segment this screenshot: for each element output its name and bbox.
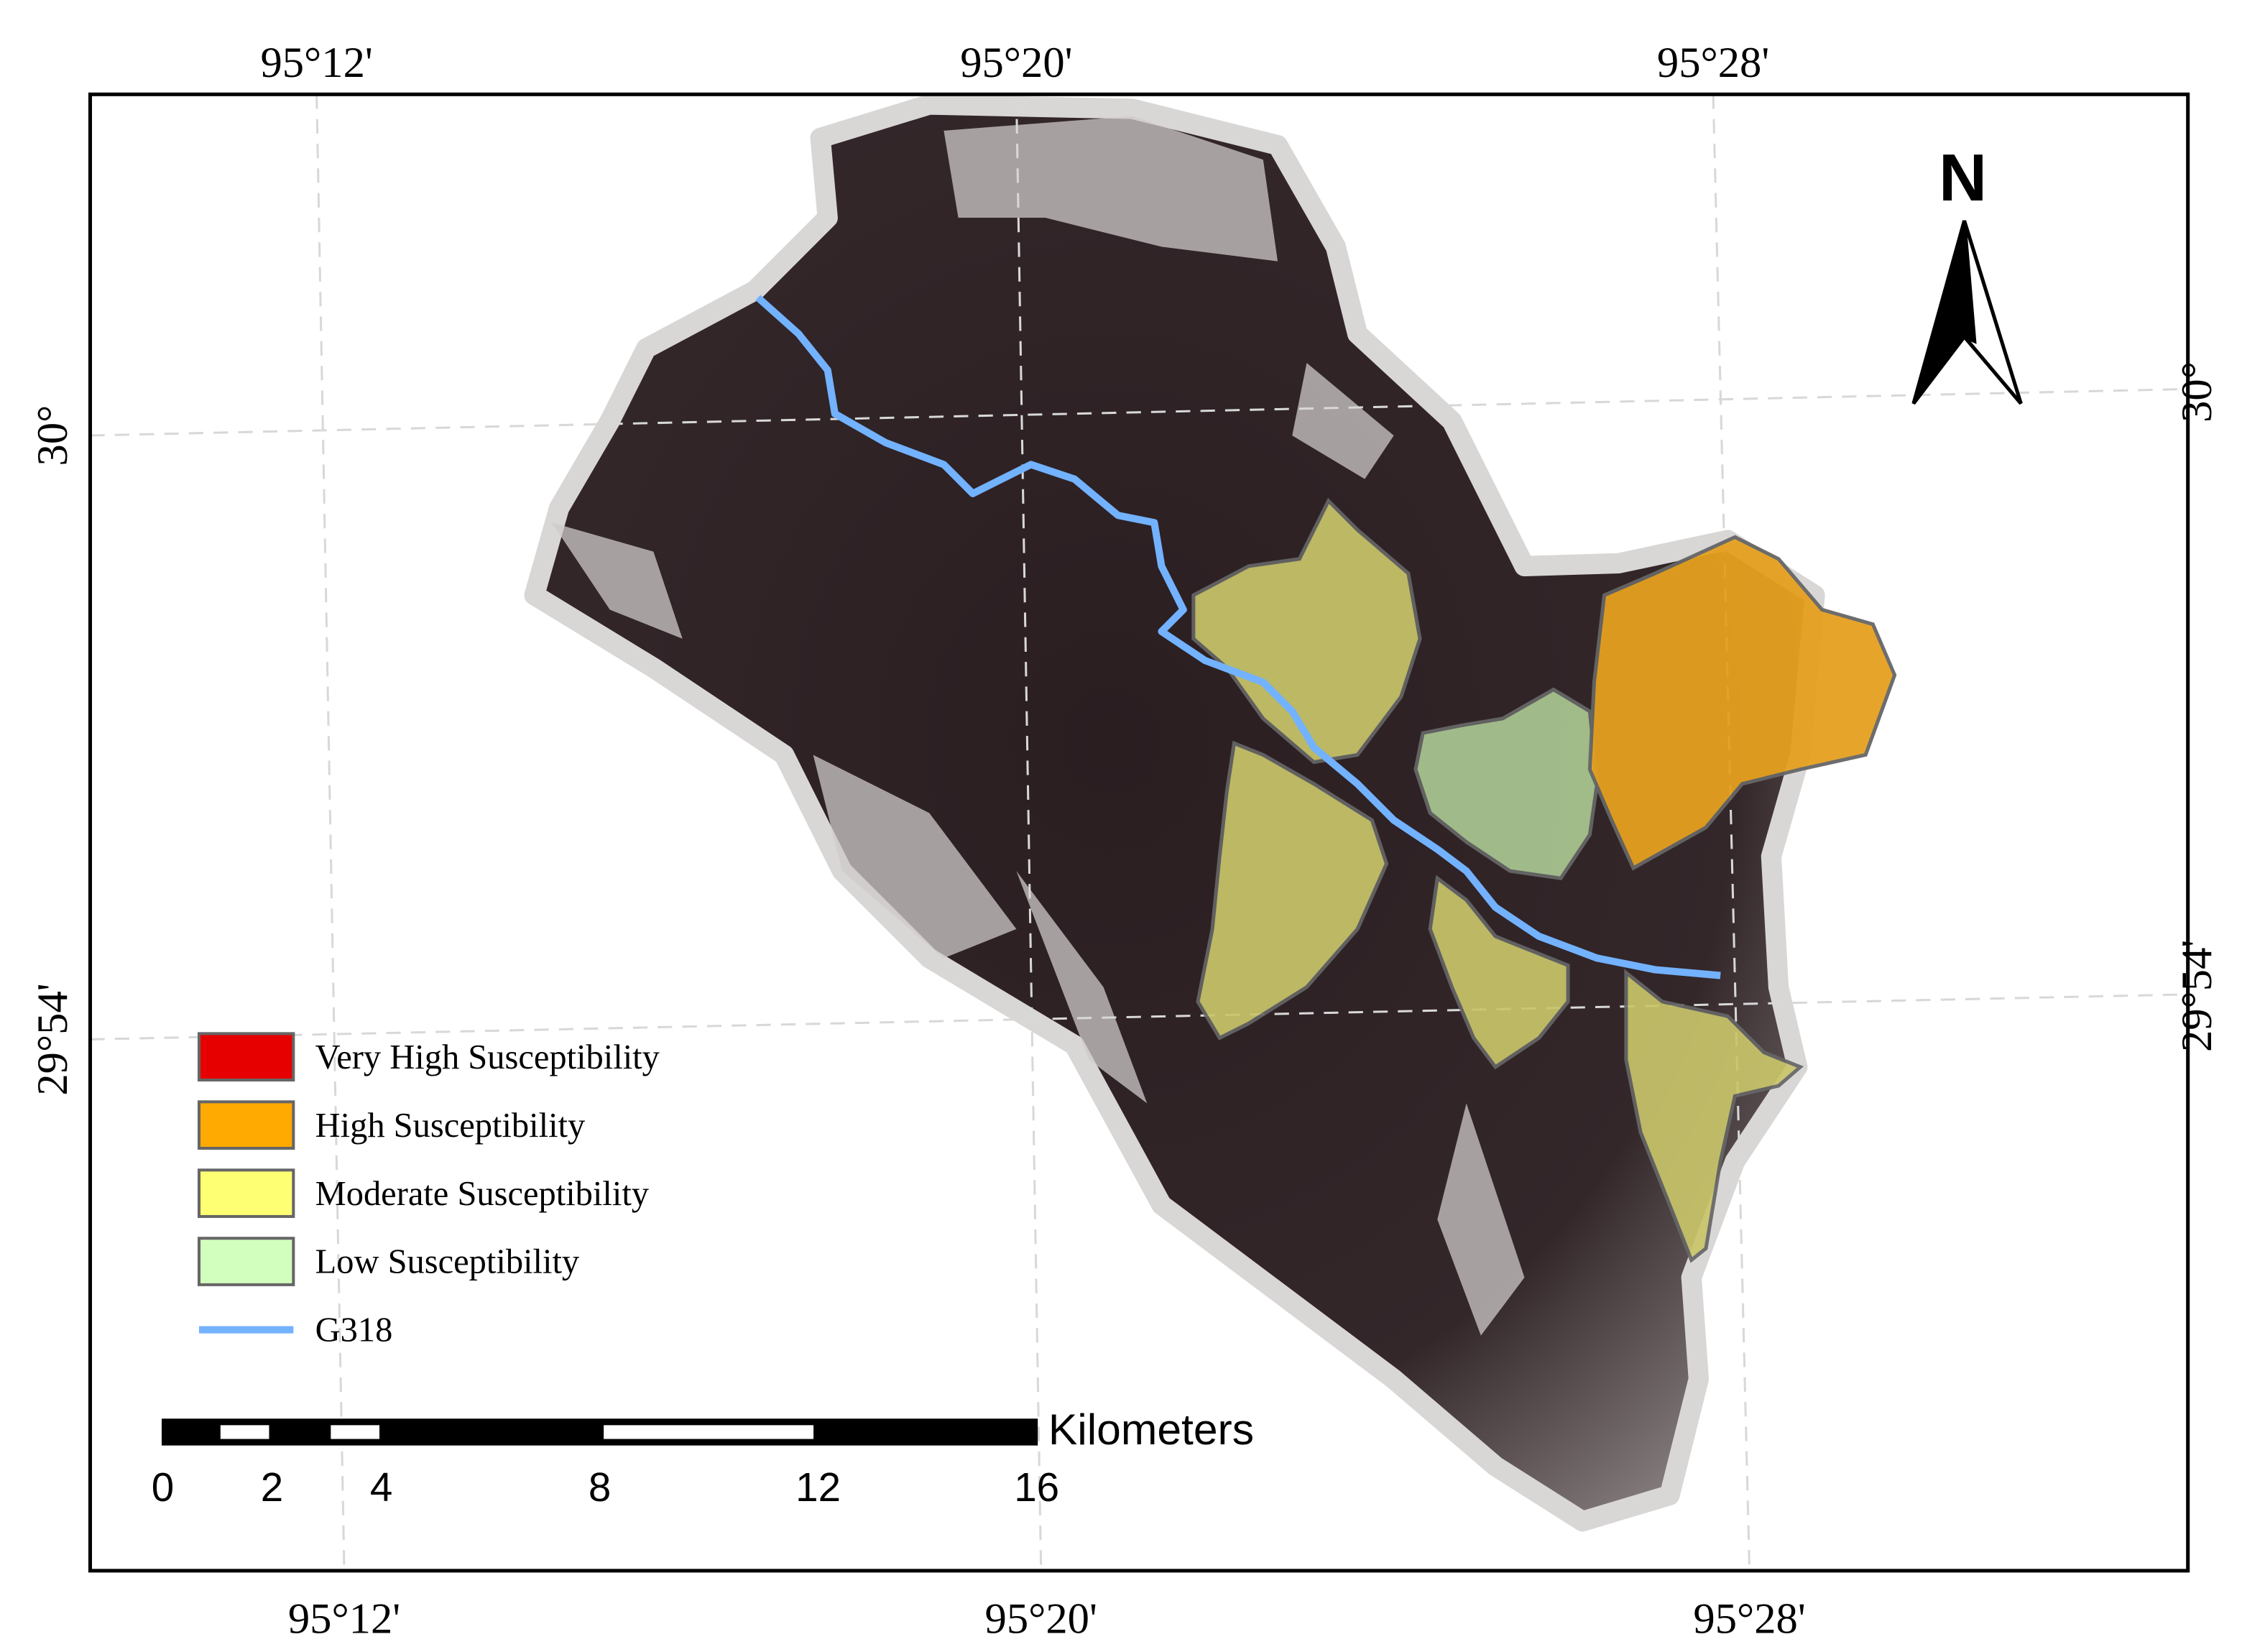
scale-unit: Kilometers xyxy=(1048,1405,1254,1454)
latitude-label: 29°54' xyxy=(2173,940,2221,1052)
zones xyxy=(1191,497,1897,1263)
longitude-label: 95°12' xyxy=(288,1595,400,1643)
moderate-zone xyxy=(1191,497,1422,765)
scale-tick-label: 0 xyxy=(152,1464,174,1510)
scale-tick-label: 16 xyxy=(1014,1464,1059,1510)
moderate-zone xyxy=(1196,740,1389,1040)
scale-ticks: 0 2 4 8 12 16 xyxy=(152,1464,1059,1510)
latitude-label: 30° xyxy=(2173,361,2221,423)
legend-label: G318 xyxy=(315,1311,393,1349)
latitude-label: 30° xyxy=(29,405,77,466)
north-arrow xyxy=(1911,220,2023,405)
moderate-zone xyxy=(1428,875,1570,1070)
legend-swatch xyxy=(197,1100,295,1150)
moderate-zone xyxy=(1624,969,1804,1263)
snow-patches xyxy=(551,116,1525,1336)
longitude-label: 95°28' xyxy=(1693,1595,1805,1643)
longitude-label: 95°28' xyxy=(1657,39,1769,87)
latitude-label: 29°54' xyxy=(29,983,77,1095)
high-zone xyxy=(1587,535,1897,871)
longitude-label: 95°12' xyxy=(260,39,372,87)
scale-tick-label: 8 xyxy=(589,1464,611,1510)
scale-tick-label: 2 xyxy=(261,1464,283,1510)
road-g318 xyxy=(755,295,1721,979)
legend-label: Moderate Susceptibility xyxy=(315,1175,650,1213)
map-frame xyxy=(88,92,2190,1573)
low-zone xyxy=(1413,687,1600,880)
scale-bar xyxy=(161,1418,1038,1446)
graticule xyxy=(90,94,2188,1571)
longitude-label: 95°20' xyxy=(960,39,1072,87)
north-label: N xyxy=(1939,140,1987,215)
longitude-label: 95°20' xyxy=(985,1595,1097,1643)
graticule-labels: 95°12' 95°20' 95°28' 95°12' 95°20' 95°28… xyxy=(29,39,2221,1643)
legend-label: High Susceptibility xyxy=(315,1107,586,1145)
legend-swatch xyxy=(197,1237,295,1286)
legend-swatch xyxy=(197,1032,295,1082)
legend-label: Low Susceptibility xyxy=(315,1243,580,1281)
legend-label: Very High Susceptibility xyxy=(315,1038,660,1076)
scale-tick-label: 4 xyxy=(370,1464,392,1510)
legend: Very High Susceptibility High Susceptibil… xyxy=(197,1032,660,1349)
scale-tick-label: 12 xyxy=(795,1464,841,1510)
legend-swatch xyxy=(197,1168,295,1218)
